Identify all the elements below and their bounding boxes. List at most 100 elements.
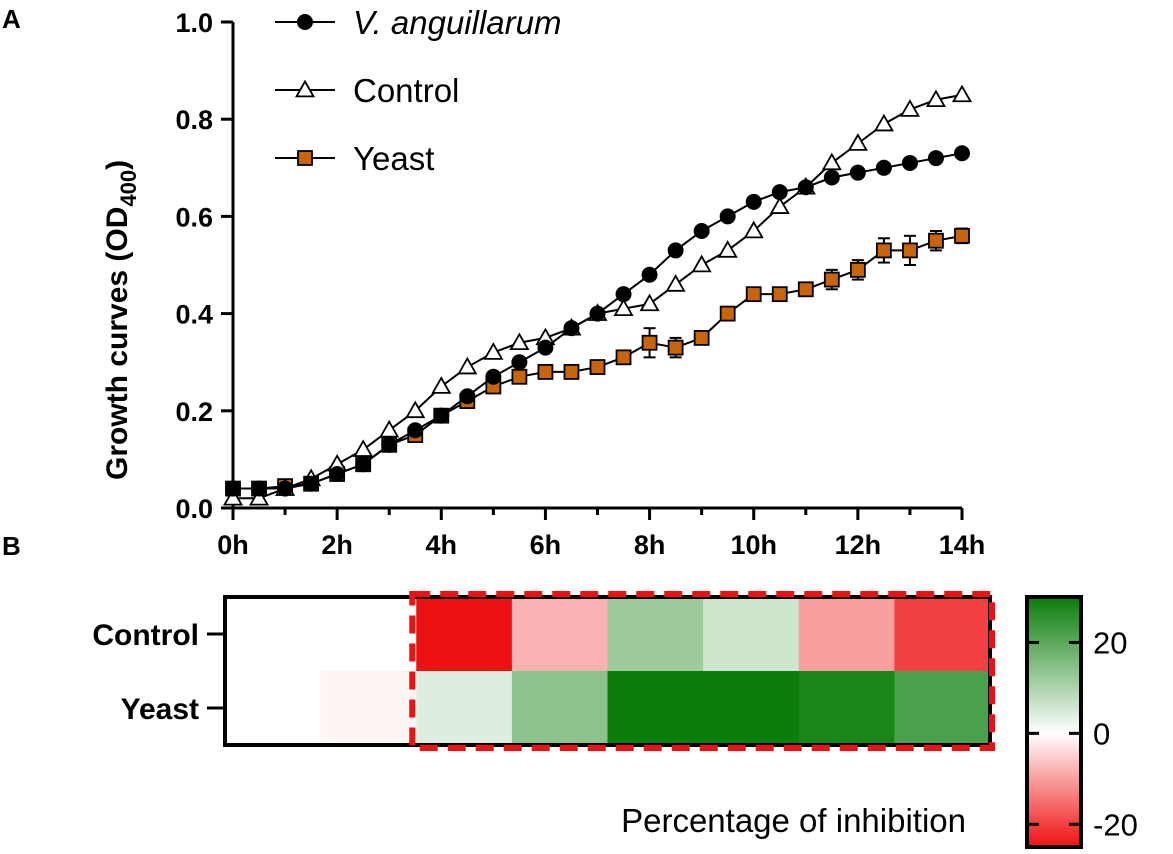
y-axis-ticks: 0.0 0.2 0.4 0.6 0.8 1.0 [175,8,233,524]
colorbar: 20 0 -20 Percentage of inhibition [621,595,1138,849]
y-tick-label: 0.2 [175,397,213,427]
y-tick-label: 0.8 [175,105,213,135]
data-point-yeast [719,305,736,322]
legend: V. anguillarum Control Yeast [275,4,562,177]
heatmap-cell [225,671,322,746]
data-point-yeast [537,364,554,380]
x-tick-label: 14h [939,530,986,560]
data-point-control [769,196,790,214]
data-point-control [613,298,634,317]
colorbar-gradient [1025,595,1083,849]
x-tick-label: 12h [835,530,882,560]
data-point-control [821,152,842,171]
series-v-anguillarum [225,145,970,497]
data-point-control [665,274,686,292]
data-point-v-anguillarum [719,208,736,225]
data-point-yeast [928,232,944,249]
x-tick-label: 2h [321,530,353,560]
panel-b-label: B [2,531,21,561]
data-point-v-anguillarum [407,422,424,439]
y-axis-label: Growth curves (OD400) [101,160,141,480]
data-point-yeast [823,271,840,288]
colorbar-tick-label: 0 [1093,716,1110,751]
legend-item-yeast: Yeast [275,140,434,177]
data-point-v-anguillarum [875,159,892,176]
data-point-control [873,113,894,132]
x-tick-label: 6h [530,530,562,560]
data-point-v-anguillarum [901,154,918,171]
data-point-yeast [511,368,528,385]
x-axis-ticks: 0h 2h 4h 6h 8h 10h 12h 14h [217,508,985,560]
y-tick-label: 0.6 [175,202,213,232]
legend-marker-control [294,79,316,98]
data-point-v-anguillarum [927,150,944,167]
row-label-yeast: Yeast [121,693,199,726]
data-point-yeast [771,286,788,303]
data-point-yeast [641,334,658,351]
data-point-v-anguillarum [329,465,346,482]
data-point-v-anguillarum [433,407,450,424]
data-point-yeast [667,339,684,356]
data-point-control [353,439,374,457]
data-point-yeast [902,242,918,259]
data-point-yeast [745,286,762,303]
heatmap-cell [894,597,991,672]
y-tick-label: 1.0 [175,8,213,38]
data-point-v-anguillarum [693,222,710,239]
data-point-v-anguillarum [641,266,658,283]
data-point-control [483,342,504,360]
data-point-control [405,400,426,419]
x-tick-label: 8h [634,530,666,560]
data-point-v-anguillarum [667,242,684,259]
legend-label: Control [353,72,459,109]
data-point-control [743,220,764,239]
data-point-control [509,332,530,351]
data-point-v-anguillarum [277,480,294,497]
heatmap-cell [511,671,608,746]
data-point-control [899,99,920,117]
colorbar-tick-label: -20 [1093,807,1138,842]
legend-marker-yeast [297,150,313,166]
data-point-control [717,240,738,258]
growth-curve-chart: 0.0 0.2 0.4 0.6 0.8 1.0 0h 2h 4h 6h 8h 10h 12h 14h G… [101,4,985,560]
heatmap-cell [703,671,800,746]
data-point-control [222,487,244,506]
data-point-yeast [615,349,632,366]
data-point-control [431,376,452,394]
data-point-v-anguillarum [251,480,268,497]
data-point-control [248,487,270,506]
data-point-control [691,254,712,273]
y-tick-label: 0.4 [175,300,213,330]
data-point-v-anguillarum [823,169,840,186]
data-point-yeast [797,281,814,298]
data-point-yeast [875,242,892,259]
data-point-v-anguillarum [745,193,762,210]
data-point-v-anguillarum [563,320,580,337]
panel-a-label: A [2,4,21,34]
x-tick-label: 4h [426,530,458,560]
heatmap-cell [607,671,704,746]
data-point-v-anguillarum [303,475,320,492]
heatmap-cell [320,671,417,746]
data-point-control [379,419,400,438]
data-point-v-anguillarum [511,354,528,371]
heatmap-cell [798,597,895,672]
heatmap-cell [320,597,417,672]
heatmap-cell [798,671,895,746]
data-point-v-anguillarum [954,145,970,162]
legend-marker-v-anguillarum [297,14,313,30]
x-tick-label: 0h [217,530,249,560]
data-point-control [951,84,973,103]
data-point-control [847,133,868,151]
data-point-yeast [693,329,710,346]
legend-item-v-anguillarum: V. anguillarum [275,4,562,41]
data-point-yeast [849,261,866,278]
legend-item-control: Control [275,72,459,109]
colorbar-title: Percentage of inhibition [621,802,966,839]
data-point-v-anguillarum [797,179,814,196]
series-control [222,84,973,506]
data-point-yeast [563,364,580,380]
heatmap-cell [894,671,991,746]
heatmap-cell [703,597,800,672]
